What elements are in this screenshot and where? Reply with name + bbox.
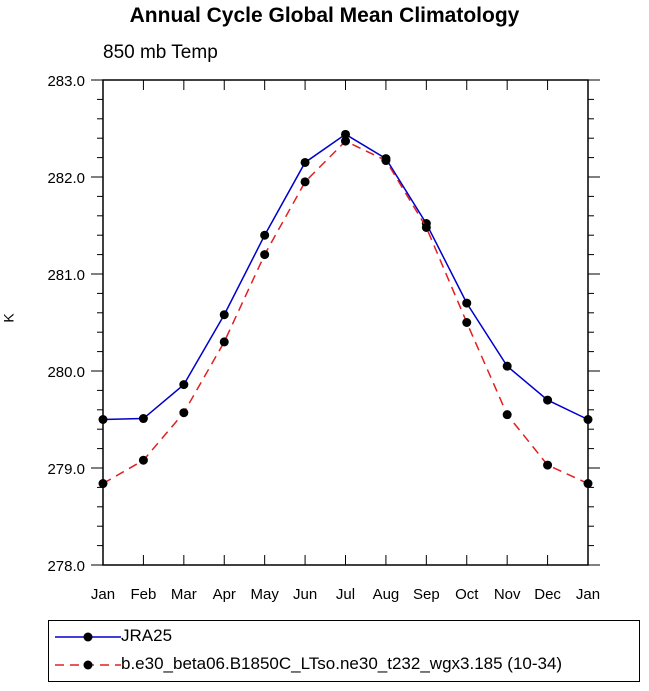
series-1-point xyxy=(583,479,593,489)
series-0-point xyxy=(260,230,270,240)
y-tick-labels: 278.0 279.0 280.0 281.0 282.0 283.0 xyxy=(47,73,85,575)
x-tick-label: Nov xyxy=(494,586,521,603)
series-0-point xyxy=(138,414,148,424)
x-tick-label: Dec xyxy=(534,586,561,603)
x-tick-label: Mar xyxy=(171,586,197,603)
x-tick-label: Oct xyxy=(455,586,479,603)
series-1-point xyxy=(219,337,229,347)
legend-entry-model: b.e30_beta06.B1850C_LTso.ne30_t232_wgx3.… xyxy=(49,651,639,679)
y-tick-label: 283.0 xyxy=(47,73,85,90)
series-1-point xyxy=(138,455,148,465)
series-1-point xyxy=(98,479,108,489)
series-1-point xyxy=(300,177,310,187)
series-line-1 xyxy=(102,140,589,485)
series-0-point xyxy=(341,129,350,139)
y-tick-label: 280.0 xyxy=(47,364,85,381)
chart-title: Annual Cycle Global Mean Climatology xyxy=(129,4,520,27)
axis-ticks xyxy=(91,79,600,566)
x-tick-label: Jul xyxy=(336,586,355,603)
series-line-0 xyxy=(102,133,589,421)
series-1-point xyxy=(179,408,189,418)
y-tick-label: 278.0 xyxy=(47,558,85,575)
series-0-point xyxy=(219,310,229,320)
series-0-point xyxy=(300,157,310,167)
x-tick-label: Apr xyxy=(213,586,236,603)
legend-label-model: b.e30_beta06.B1850C_LTso.ne30_t232_wgx3.… xyxy=(121,654,563,673)
x-tick-label: Aug xyxy=(373,586,400,603)
legend-swatch-jra25 xyxy=(55,632,121,642)
series-1-point xyxy=(421,222,431,232)
series-0-point xyxy=(462,298,472,308)
x-tick-label: May xyxy=(250,586,279,603)
plot-frame xyxy=(102,79,589,566)
chart-subtitle: 850 mb Temp xyxy=(103,42,218,63)
x-tick-labels: Jan Feb Mar Apr May Jun Jul Aug Sep Oct Nov Dec Jan xyxy=(91,586,600,603)
series-1-point xyxy=(381,156,391,166)
series-layer xyxy=(98,129,593,489)
series-0-point xyxy=(179,380,189,390)
legend-label-jra25: JRA25 xyxy=(121,626,173,645)
x-tick-label: Sep xyxy=(413,586,440,603)
y-tick-label: 279.0 xyxy=(47,461,85,478)
y-tick-label: 282.0 xyxy=(47,170,85,187)
y-tick-label: 281.0 xyxy=(47,267,85,284)
series-1-point xyxy=(502,410,512,420)
x-tick-label: Jan xyxy=(91,586,115,603)
series-0-point xyxy=(502,361,512,371)
legend: JRA25 b.e30_beta06.B1850C_LTso.ne30_t232… xyxy=(48,620,640,682)
series-0-point xyxy=(583,415,593,424)
legend-swatch-model xyxy=(55,660,121,670)
x-tick-label: Jan xyxy=(576,586,600,603)
series-0-point xyxy=(543,395,553,405)
legend-entry-jra25: JRA25 xyxy=(49,623,639,651)
series-1-point xyxy=(260,250,270,260)
plot-area: Jan Feb Mar Apr May Jun Jul Aug Sep Oct Nov Dec Jan … xyxy=(47,73,600,603)
series-1-point xyxy=(462,318,472,327)
x-tick-label: Feb xyxy=(130,586,156,603)
series-0-point xyxy=(98,415,108,424)
series-1-point xyxy=(543,460,553,470)
x-tick-label: Jun xyxy=(293,586,317,603)
series-1-point xyxy=(341,136,350,146)
